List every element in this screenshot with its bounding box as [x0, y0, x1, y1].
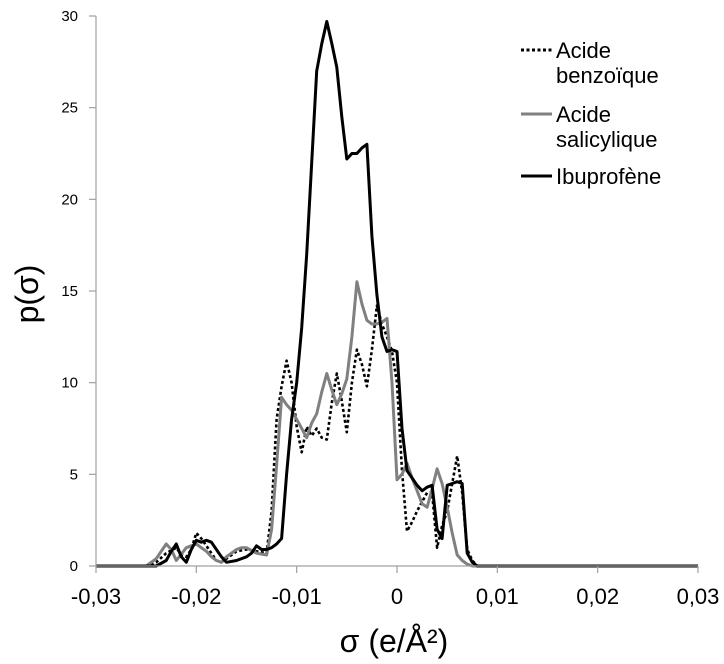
x-tick-label: 0,02 — [576, 584, 619, 609]
x-tick-label: -0,02 — [171, 584, 221, 609]
x-tick-label: 0,03 — [677, 584, 720, 609]
x-tick-group: -0,03 -0,02 -0,01 0 0,01 0,02 0,03 — [71, 566, 719, 609]
x-tick-label: -0,03 — [71, 584, 121, 609]
series-line-1 — [96, 304, 698, 568]
legend-label-1: Acide — [556, 38, 611, 63]
x-tick-label: 0,01 — [476, 584, 519, 609]
y-axis-title: p(σ) — [9, 265, 45, 324]
y-tick-group: 0 5 10 15 20 25 30 — [61, 8, 96, 575]
x-axis-title: σ (e/Å²) — [340, 623, 449, 659]
legend-label-1: benzoïque — [556, 63, 659, 88]
legend-label-2: salicylique — [556, 127, 658, 152]
series-line-2 — [96, 280, 698, 568]
x-tick-label: -0,01 — [272, 584, 322, 609]
y-tick-label: 5 — [70, 466, 78, 483]
series-group — [96, 20, 698, 568]
x-tick-label: 0 — [391, 584, 403, 609]
y-tick-label: 25 — [61, 100, 78, 117]
y-tick-label: 20 — [61, 191, 78, 208]
y-tick-label: 0 — [70, 558, 78, 575]
y-tick-label: 10 — [61, 375, 78, 392]
series-line-3 — [96, 20, 698, 568]
legend-label-3: Ibuprofène — [556, 164, 661, 189]
y-tick-label: 30 — [61, 8, 78, 25]
legend-label-2: Acide — [556, 102, 611, 127]
y-tick-label: 15 — [61, 283, 78, 300]
plot-area: -0,03 -0,02 -0,01 0 0,01 0,02 0,03 0 5 10 15 20 25 3… — [61, 8, 719, 609]
